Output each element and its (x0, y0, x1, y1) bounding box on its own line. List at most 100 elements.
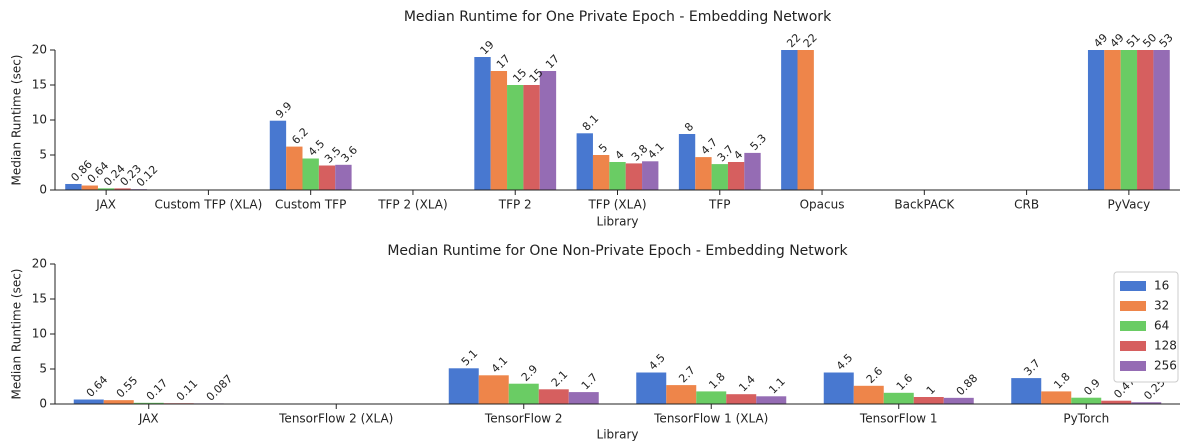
bar (114, 188, 131, 190)
data-label: 2.1 (549, 368, 571, 390)
x-tick-label: TFP (XLA) (587, 198, 646, 212)
data-label: 2.7 (676, 364, 698, 386)
bar (318, 165, 336, 190)
bar (1011, 378, 1042, 404)
data-label: 0.11 (174, 377, 201, 404)
x-axis-label: Library (597, 428, 639, 442)
bar (797, 50, 814, 190)
y-tick-label: 20 (32, 257, 47, 271)
data-label: 1 (924, 383, 938, 397)
y-tick-label: 0 (39, 183, 47, 197)
data-label: 1.8 (706, 370, 728, 392)
data-label: 0.55 (114, 374, 141, 401)
bar (853, 385, 884, 404)
x-tick-label: TensorFlow 2 (XLA) (278, 412, 393, 426)
bar (609, 162, 626, 190)
bar (1153, 50, 1170, 190)
bar (568, 392, 599, 404)
x-tick-label: TensorFlow 1 (XLA) (653, 412, 768, 426)
bar (823, 372, 854, 404)
x-tick-label: TensorFlow 1 (859, 412, 938, 426)
data-label: 0.64 (84, 373, 111, 400)
legend-swatch (1120, 341, 1146, 351)
bar (1041, 391, 1072, 404)
legend-label: 32 (1154, 299, 1169, 313)
data-label: 0.087 (204, 372, 235, 403)
bar (883, 392, 914, 404)
bar (592, 155, 610, 190)
data-label: 4.1 (645, 140, 667, 162)
x-tick-label: TFP (708, 198, 730, 212)
x-tick-label: Custom TFP (XLA) (154, 198, 262, 212)
data-label: 2.9 (519, 362, 541, 384)
bar (65, 183, 82, 190)
bar (103, 400, 134, 404)
bar (744, 152, 761, 190)
bar (448, 368, 479, 404)
data-label: 3.6 (338, 143, 360, 165)
bar (1087, 50, 1105, 190)
y-tick-label: 0 (39, 397, 47, 411)
data-label: 6.2 (289, 125, 311, 147)
bar (523, 85, 540, 190)
y-tick-label: 10 (32, 327, 47, 341)
x-tick-label: JAX (138, 412, 159, 426)
bar (1131, 402, 1162, 404)
data-label: 0.17 (144, 377, 171, 404)
bars (73, 368, 1162, 404)
bar (636, 372, 667, 404)
bar (1120, 50, 1138, 190)
data-label: 5 (596, 141, 610, 155)
bar (474, 57, 491, 190)
data-label: 17 (494, 52, 513, 71)
data-label: 2.6 (864, 364, 886, 386)
bar (711, 164, 728, 190)
y-tick-label: 5 (39, 148, 47, 162)
y-axis-label: Median Runtime (sec) (10, 55, 24, 186)
data-label: 5.1 (459, 347, 481, 369)
data-label: 1.7 (579, 371, 601, 393)
bar (666, 385, 697, 404)
bar (538, 389, 569, 404)
y-tick-label: 5 (39, 362, 47, 376)
x-tick-label: PyTorch (1063, 412, 1109, 426)
bar (726, 394, 757, 404)
bar (133, 402, 164, 404)
y-tick-label: 10 (32, 113, 47, 127)
data-label: 0.9 (1081, 376, 1103, 398)
y-tick-label: 15 (32, 78, 47, 92)
bar (913, 397, 944, 404)
bar (696, 391, 727, 404)
x-tick-label: JAX (95, 198, 116, 212)
data-label: 9.9 (273, 99, 295, 121)
bar (695, 157, 712, 190)
bar (490, 71, 508, 190)
data-label: 53 (1157, 31, 1176, 50)
x-tick-label: TensorFlow 2 (484, 412, 563, 426)
data-label: 8.1 (580, 112, 602, 134)
bar (678, 134, 696, 190)
data-label: 1.4 (736, 373, 758, 395)
bar (1101, 400, 1132, 404)
x-tick-label: Custom TFP (275, 198, 346, 212)
bar (73, 399, 104, 404)
data-label: 4.1 (489, 354, 511, 376)
bar (97, 188, 115, 190)
data-label: 1.6 (894, 371, 916, 393)
legend-swatch (1120, 321, 1146, 331)
bar (335, 164, 352, 190)
data-label: 4.5 (834, 351, 856, 373)
chart-title: Median Runtime for One Private Epoch - E… (404, 9, 832, 25)
data-label: 19 (478, 38, 497, 57)
bar (943, 397, 974, 404)
bar (81, 185, 98, 190)
bar (1137, 50, 1154, 190)
data-label: 22 (801, 31, 820, 50)
bar (302, 158, 319, 190)
data-label: 17 (543, 52, 562, 71)
bar (756, 396, 787, 404)
bar (1104, 50, 1121, 190)
data-label: 5.3 (748, 132, 770, 154)
x-tick-label: CRB (1014, 198, 1039, 212)
bar (507, 85, 524, 190)
